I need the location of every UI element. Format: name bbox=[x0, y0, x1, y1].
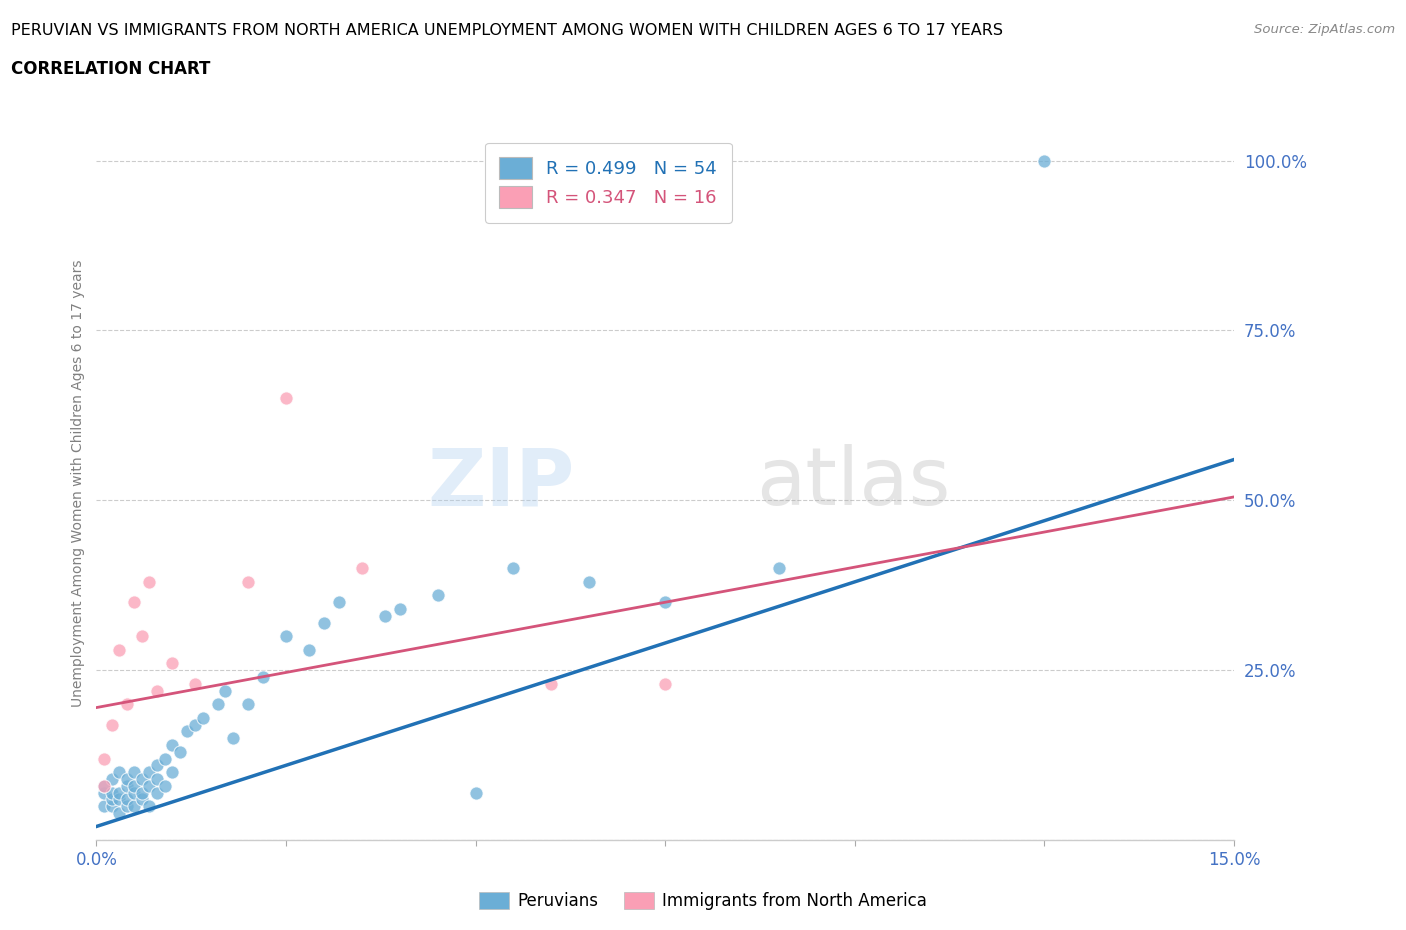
Point bbox=[184, 717, 207, 732]
Y-axis label: Unemployment Among Women with Children Ages 6 to 17 years: Unemployment Among Women with Children A… bbox=[72, 259, 86, 707]
Point bbox=[100, 785, 122, 800]
Point bbox=[108, 764, 131, 779]
Point bbox=[540, 676, 562, 691]
Point bbox=[768, 561, 790, 576]
Point bbox=[146, 758, 169, 773]
Point bbox=[115, 791, 138, 806]
Point bbox=[138, 764, 160, 779]
Point bbox=[108, 791, 131, 806]
Text: Source: ZipAtlas.com: Source: ZipAtlas.com bbox=[1254, 23, 1395, 36]
Point bbox=[328, 595, 350, 610]
Point bbox=[131, 629, 153, 644]
Point bbox=[100, 791, 122, 806]
Point bbox=[146, 785, 169, 800]
Point bbox=[115, 772, 138, 787]
Point bbox=[115, 799, 138, 814]
Point bbox=[169, 744, 191, 759]
Point bbox=[100, 717, 122, 732]
Point bbox=[146, 772, 169, 787]
Point bbox=[274, 391, 297, 405]
Point bbox=[312, 616, 335, 631]
Point bbox=[1033, 153, 1056, 168]
Point bbox=[138, 799, 160, 814]
Point bbox=[252, 670, 274, 684]
Point bbox=[122, 778, 145, 793]
Point bbox=[122, 799, 145, 814]
Text: CORRELATION CHART: CORRELATION CHART bbox=[11, 60, 211, 78]
Point bbox=[93, 778, 115, 793]
Text: ZIP: ZIP bbox=[427, 445, 574, 523]
Point bbox=[131, 791, 153, 806]
Point bbox=[160, 764, 183, 779]
Point bbox=[100, 772, 122, 787]
Point bbox=[426, 588, 449, 603]
Point bbox=[464, 785, 486, 800]
Point bbox=[350, 561, 373, 576]
Point bbox=[160, 737, 183, 752]
Point bbox=[373, 608, 395, 623]
Point bbox=[108, 785, 131, 800]
Point bbox=[236, 697, 259, 711]
Point bbox=[214, 684, 236, 698]
Point bbox=[236, 575, 259, 590]
Text: PERUVIAN VS IMMIGRANTS FROM NORTH AMERICA UNEMPLOYMENT AMONG WOMEN WITH CHILDREN: PERUVIAN VS IMMIGRANTS FROM NORTH AMERIC… bbox=[11, 23, 1004, 38]
Point bbox=[131, 772, 153, 787]
Point bbox=[93, 785, 115, 800]
Point bbox=[93, 751, 115, 766]
Legend: Peruvians, Immigrants from North America: Peruvians, Immigrants from North America bbox=[472, 885, 934, 917]
Point bbox=[502, 561, 524, 576]
Point bbox=[654, 676, 676, 691]
Point bbox=[578, 575, 600, 590]
Point bbox=[115, 697, 138, 711]
Point bbox=[184, 676, 207, 691]
Point bbox=[122, 595, 145, 610]
Point bbox=[131, 785, 153, 800]
Point bbox=[108, 643, 131, 658]
Point bbox=[654, 595, 676, 610]
Point bbox=[298, 643, 321, 658]
Point bbox=[100, 799, 122, 814]
Point bbox=[138, 778, 160, 793]
Point bbox=[153, 751, 176, 766]
Point bbox=[93, 799, 115, 814]
Point bbox=[122, 785, 145, 800]
Point bbox=[176, 724, 198, 738]
Point bbox=[146, 684, 169, 698]
Point bbox=[122, 764, 145, 779]
Point bbox=[108, 805, 131, 820]
Point bbox=[207, 697, 229, 711]
Point bbox=[153, 778, 176, 793]
Point bbox=[138, 575, 160, 590]
Legend: R = 0.499   N = 54, R = 0.347   N = 16: R = 0.499 N = 54, R = 0.347 N = 16 bbox=[485, 143, 731, 223]
Point bbox=[388, 602, 411, 617]
Point bbox=[115, 778, 138, 793]
Text: atlas: atlas bbox=[756, 445, 950, 523]
Point bbox=[274, 629, 297, 644]
Point bbox=[222, 731, 245, 746]
Point bbox=[191, 711, 214, 725]
Point bbox=[160, 656, 183, 671]
Point bbox=[93, 778, 115, 793]
